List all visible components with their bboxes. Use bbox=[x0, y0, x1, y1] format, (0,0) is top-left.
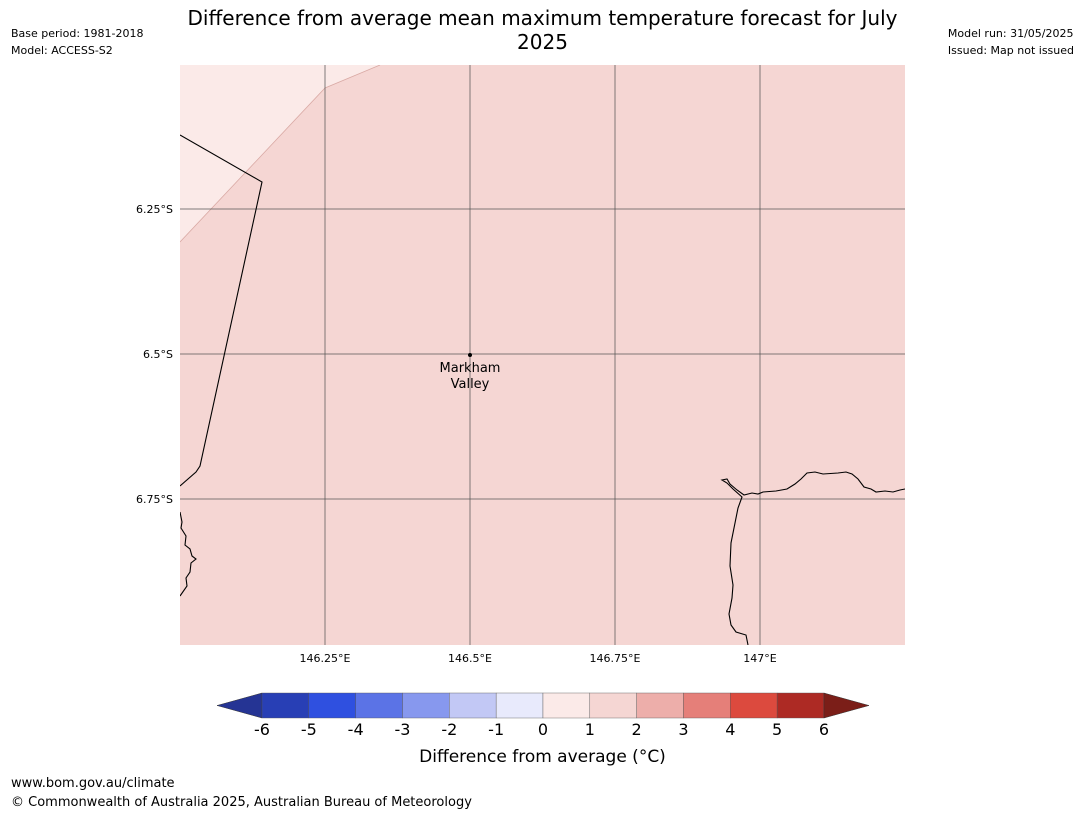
colorbar-segment bbox=[355, 692, 403, 719]
footer: www.bom.gov.au/climate © Commonwealth of… bbox=[11, 774, 472, 812]
colorbar-label: Difference from average (°C) bbox=[0, 747, 1085, 767]
colorbar-tick-label: 0 bbox=[538, 720, 548, 739]
colorbar: -6 -5 -4 -3 -2 -1 0 1 2 3 4 5 6 bbox=[216, 692, 870, 739]
lon-label-147: 147°E bbox=[743, 652, 776, 665]
colorbar-tick-label: 6 bbox=[819, 720, 829, 739]
map: Markham Valley 6.25°S 6.5°S 6.75°S 146.2… bbox=[136, 65, 905, 665]
model-run-text: Model run: 31/05/2025 bbox=[947, 27, 1074, 40]
model-text: Model: ACCESS-S2 bbox=[11, 44, 113, 57]
footer-url: www.bom.gov.au/climate bbox=[11, 776, 175, 791]
colorbar-segment bbox=[495, 692, 544, 719]
coastline-east bbox=[720, 471, 905, 645]
colorbar-segments bbox=[216, 692, 870, 719]
issued-text: Issued: Map not issued bbox=[947, 44, 1074, 57]
meta-right: Model run: 31/05/2025 Issued: Map not is… bbox=[948, 25, 1074, 59]
markham-valley-label-line2: Valley bbox=[451, 377, 490, 392]
colorbar-tick-label: -2 bbox=[441, 720, 457, 739]
boundaries bbox=[180, 134, 905, 645]
colorbar-tick-label: 1 bbox=[585, 720, 595, 739]
colorbar-tick-label: 4 bbox=[725, 720, 735, 739]
base-period-text: Base period: 1981-2018 bbox=[11, 27, 144, 40]
footer-copyright: © Commonwealth of Australia 2025, Austra… bbox=[11, 795, 472, 810]
colorbar-segment bbox=[636, 692, 684, 719]
map-title: Difference from average mean maximum tem… bbox=[187, 6, 898, 54]
colorbar-label-unit: °C) bbox=[638, 747, 666, 767]
lon-label-146-25: 146.25°E bbox=[300, 652, 351, 665]
coastline-west bbox=[180, 511, 197, 597]
lat-label-6-25: 6.25°S bbox=[136, 203, 173, 216]
colorbar-segment bbox=[589, 692, 637, 719]
markham-valley-marker bbox=[468, 353, 472, 357]
lat-label-6-75: 6.75°S bbox=[136, 493, 173, 506]
colorbar-segment bbox=[261, 692, 310, 719]
colorbar-tick-label: 2 bbox=[632, 720, 642, 739]
colorbar-extend-low bbox=[216, 692, 263, 719]
colorbar-ticks: -6 -5 -4 -3 -2 -1 0 1 2 3 4 5 6 bbox=[254, 720, 829, 739]
colorbar-extend-high bbox=[823, 692, 870, 719]
meta-left: Base period: 1981-2018 Model: ACCESS-S2 bbox=[11, 25, 143, 59]
colorbar-tick-label: 3 bbox=[678, 720, 688, 739]
colorbar-segment bbox=[683, 692, 731, 719]
lon-label-146-5: 146.5°E bbox=[448, 652, 492, 665]
colorbar-segment bbox=[542, 692, 591, 719]
colorbar-label-text: Difference from average ( bbox=[419, 747, 639, 767]
colorbar-tick-label: 5 bbox=[772, 720, 782, 739]
colorbar-segment bbox=[308, 692, 356, 719]
markham-valley-label-line1: Markham bbox=[440, 361, 501, 376]
lon-label-146-75: 146.75°E bbox=[590, 652, 641, 665]
anomaly-fill-main bbox=[180, 65, 905, 645]
anomaly-fill-corner bbox=[180, 65, 380, 242]
colorbar-tick-label: -5 bbox=[301, 720, 317, 739]
lat-label-6-5: 6.5°S bbox=[143, 348, 173, 361]
colorbar-tick-label: -3 bbox=[395, 720, 411, 739]
colorbar-tick-label: -4 bbox=[348, 720, 364, 739]
colorbar-tick-label: -6 bbox=[254, 720, 270, 739]
colorbar-segment bbox=[402, 692, 450, 719]
colorbar-segment bbox=[449, 692, 497, 719]
province-boundary bbox=[180, 134, 263, 487]
colorbar-segment bbox=[776, 692, 825, 719]
colorbar-segment bbox=[730, 692, 778, 719]
colorbar-tick-label: -1 bbox=[488, 720, 504, 739]
gridlines bbox=[180, 65, 905, 645]
